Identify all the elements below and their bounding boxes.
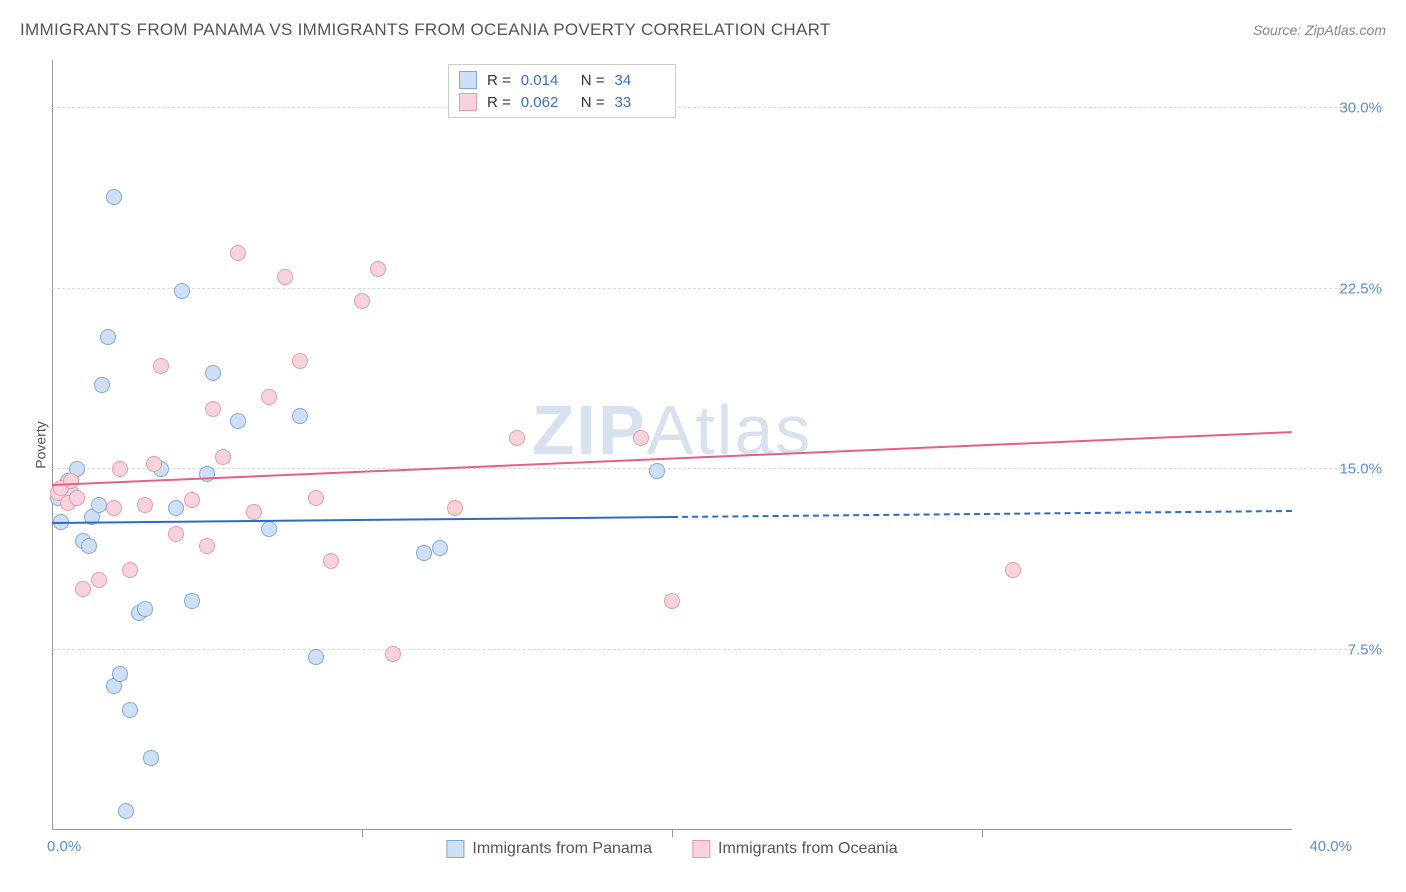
scatter-point (63, 473, 79, 489)
scatter-point (168, 526, 184, 542)
scatter-point (230, 413, 246, 429)
series-name: Immigrants from Panama (472, 840, 652, 858)
scatter-point (137, 497, 153, 513)
scatter-point (146, 456, 162, 472)
y-tick-label: 15.0% (1302, 461, 1382, 478)
scatter-point (432, 540, 448, 556)
scatter-point (69, 490, 85, 506)
r-value: 0.014 (521, 72, 571, 89)
scatter-point (292, 408, 308, 424)
gridline (52, 468, 1352, 469)
scatter-point (664, 593, 680, 609)
y-tick-label: 30.0% (1302, 100, 1382, 117)
scatter-point (91, 572, 107, 588)
chart-header: IMMIGRANTS FROM PANAMA VS IMMIGRANTS FRO… (20, 20, 1386, 40)
scatter-point (633, 430, 649, 446)
x-tick-mark (362, 830, 363, 837)
scatter-point (205, 365, 221, 381)
x-tick-label: 40.0% (1309, 838, 1352, 855)
scatter-point (112, 666, 128, 682)
scatter-point (137, 601, 153, 617)
scatter-point (106, 189, 122, 205)
scatter-point (199, 538, 215, 554)
scatter-point (308, 490, 324, 506)
legend-item: Immigrants from Panama (446, 840, 652, 858)
scatter-chart: ZIPAtlas Poverty 7.5%15.0%22.5%30.0%0.0%… (52, 60, 1292, 830)
y-tick-label: 22.5% (1302, 280, 1382, 297)
scatter-point (91, 497, 107, 513)
r-value: 0.062 (521, 94, 571, 111)
scatter-point (184, 492, 200, 508)
scatter-point (75, 581, 91, 597)
scatter-point (184, 593, 200, 609)
legend-swatch (692, 840, 710, 858)
scatter-point (277, 269, 293, 285)
y-tick-label: 7.5% (1302, 641, 1382, 658)
scatter-point (1005, 562, 1021, 578)
r-label: R = (487, 94, 511, 111)
scatter-point (153, 358, 169, 374)
n-label: N = (581, 72, 605, 89)
scatter-point (174, 283, 190, 299)
scatter-point (261, 521, 277, 537)
chart-title: IMMIGRANTS FROM PANAMA VS IMMIGRANTS FRO… (20, 20, 831, 40)
gridline (52, 288, 1352, 289)
scatter-point (168, 500, 184, 516)
scatter-point (354, 293, 370, 309)
scatter-point (118, 803, 134, 819)
scatter-point (112, 461, 128, 477)
scatter-point (385, 646, 401, 662)
scatter-point (143, 750, 159, 766)
scatter-point (230, 245, 246, 261)
scatter-point (100, 329, 116, 345)
scatter-point (94, 377, 110, 393)
scatter-point (215, 449, 231, 465)
legend-swatch (446, 840, 464, 858)
scatter-point (261, 389, 277, 405)
scatter-point (106, 500, 122, 516)
n-value: 33 (615, 94, 665, 111)
scatter-point (122, 702, 138, 718)
chart-source: Source: ZipAtlas.com (1253, 22, 1386, 38)
legend-swatch (459, 71, 477, 89)
legend-row: R = 0.062 N = 33 (459, 91, 665, 113)
series-legend: Immigrants from Panama Immigrants from Oc… (446, 840, 897, 858)
scatter-point (370, 261, 386, 277)
scatter-point (323, 553, 339, 569)
scatter-point (292, 353, 308, 369)
scatter-point (246, 504, 262, 520)
plot-border (52, 60, 1292, 830)
r-label: R = (487, 72, 511, 89)
n-label: N = (581, 94, 605, 111)
gridline (52, 649, 1352, 650)
scatter-point (81, 538, 97, 554)
scatter-point (447, 500, 463, 516)
scatter-point (308, 649, 324, 665)
n-value: 34 (615, 72, 665, 89)
legend-item: Immigrants from Oceania (692, 840, 898, 858)
scatter-point (416, 545, 432, 561)
scatter-point (509, 430, 525, 446)
scatter-point (649, 463, 665, 479)
correlation-legend: R = 0.014 N = 34 R = 0.062 N = 33 (448, 64, 676, 118)
legend-row: R = 0.014 N = 34 (459, 69, 665, 91)
scatter-point (122, 562, 138, 578)
series-name: Immigrants from Oceania (718, 840, 898, 858)
y-axis-title: Poverty (33, 421, 49, 468)
gridline (52, 107, 1352, 108)
scatter-point (205, 401, 221, 417)
legend-swatch (459, 93, 477, 111)
x-tick-mark (672, 830, 673, 837)
x-tick-mark (982, 830, 983, 837)
x-tick-label: 0.0% (47, 838, 81, 855)
